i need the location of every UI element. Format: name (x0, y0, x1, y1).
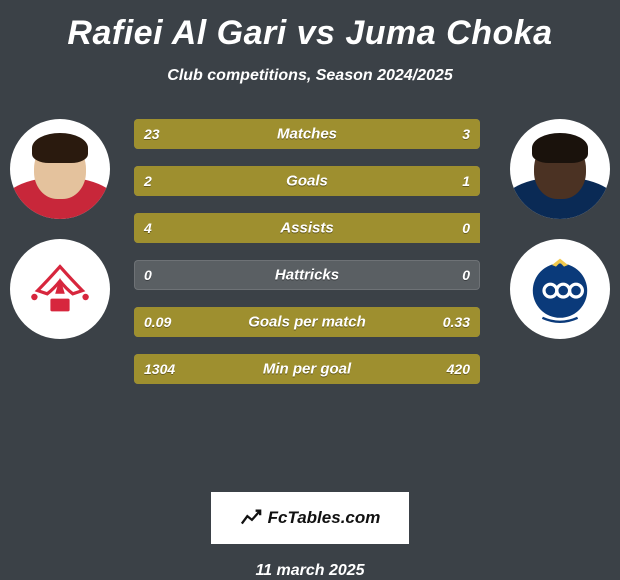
bar-label: Matches (277, 126, 337, 143)
club-left-crest-svg (20, 249, 100, 329)
stat-row: 23 3 Matches (134, 119, 480, 149)
left-column (10, 119, 110, 339)
bar-value-left: 23 (144, 126, 160, 142)
bar-value-left: 2 (144, 173, 152, 189)
bar-label: Goals (286, 173, 328, 190)
stat-row: 2 1 Goals (134, 166, 480, 196)
bar-value-right: 420 (447, 361, 470, 377)
bar-value-right: 0 (462, 220, 470, 236)
player-left-hair (32, 133, 88, 163)
stat-row: 4 0 Assists (134, 213, 480, 243)
bar-value-left: 4 (144, 220, 152, 236)
stat-bars: 23 3 Matches 2 1 Goals 4 0 Assists 0 0 Hattricks 0.0… (134, 119, 480, 384)
subtitle: Club competitions, Season 2024/2025 (167, 67, 452, 85)
player-right-face (510, 119, 610, 219)
bar-value-right: 0 (462, 267, 470, 283)
club-right-crest-svg (520, 249, 600, 329)
page-title: Rafiei Al Gari vs Juma Choka (67, 14, 552, 53)
bar-value-right: 1 (462, 173, 470, 189)
footer-date: 11 march 2025 (255, 562, 364, 580)
footer-brand-text: FcTables.com (268, 508, 381, 528)
right-column (510, 119, 610, 339)
player-right-avatar (510, 119, 610, 219)
bar-value-right: 0.33 (443, 314, 470, 330)
bar-value-right: 3 (462, 126, 470, 142)
comparison-body: 23 3 Matches 2 1 Goals 4 0 Assists 0 0 Hattricks 0.0… (0, 119, 620, 488)
bar-label: Min per goal (263, 361, 351, 378)
club-right-crest (510, 239, 610, 339)
bar-fill-left (134, 166, 365, 196)
stat-row: 0 0 Hattricks (134, 260, 480, 290)
player-right-hair (532, 133, 588, 163)
player-left-face (10, 119, 110, 219)
club-left-crest (10, 239, 110, 339)
bar-label: Goals per match (248, 314, 366, 331)
chart-icon (240, 507, 262, 529)
bar-label: Hattricks (275, 267, 339, 284)
bar-value-left: 0.09 (144, 314, 171, 330)
bar-label: Assists (280, 220, 333, 237)
stat-row: 1304 420 Min per goal (134, 354, 480, 384)
bar-value-left: 1304 (144, 361, 175, 377)
footer-brand-card: FcTables.com (211, 492, 409, 544)
bar-value-left: 0 (144, 267, 152, 283)
player-left-avatar (10, 119, 110, 219)
bar-fill-right (440, 119, 480, 149)
stat-row: 0.09 0.33 Goals per match (134, 307, 480, 337)
infographic-root: Rafiei Al Gari vs Juma Choka Club compet… (0, 0, 620, 580)
